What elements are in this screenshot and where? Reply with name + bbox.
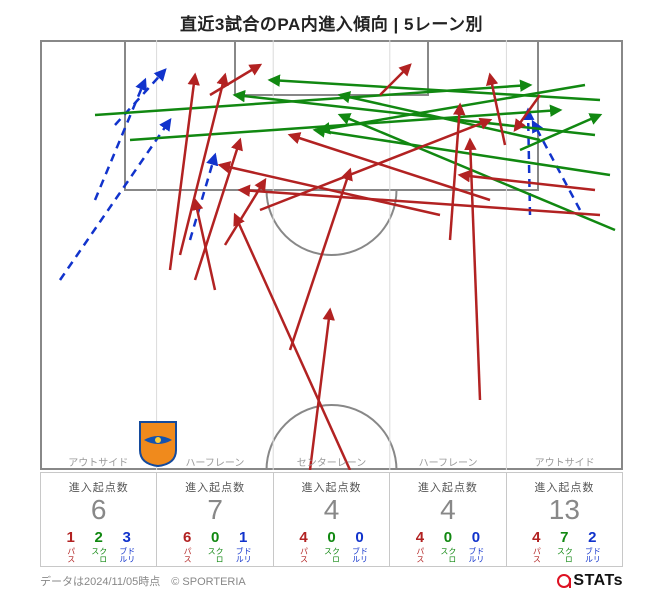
stat-total: 4 (440, 495, 456, 526)
stat-title: 進入起点数 (185, 479, 245, 495)
logo-j-icon (557, 574, 571, 588)
stat-total: 4 (324, 495, 340, 526)
breakdown-label: ドリブル (352, 547, 368, 569)
breakdown-label: パス (183, 547, 191, 569)
breakdown-dribble: 0 ドリブル (350, 530, 370, 569)
lane-label: アウトサイド (506, 454, 623, 472)
chart-title: 直近3試合のPA内進入傾向 | 5レーン別 (0, 10, 663, 35)
stat-breakdown: 6 パス 0 クロス 1 ドリブル (177, 530, 253, 569)
breakdown-label: クロス (91, 547, 107, 569)
breakdown-num: 6 (183, 530, 191, 545)
breakdown-dribble: 1 ドリブル (233, 530, 253, 569)
stat-cell: 進入起点数6 1 パス 2 クロス 3 ドリブル (40, 472, 157, 567)
breakdown-pass: 6 パス (177, 530, 197, 569)
breakdown-label: パス (416, 547, 424, 569)
breakdown-num: 4 (416, 530, 424, 545)
breakdown-num: 2 (588, 530, 596, 545)
breakdown-num: 0 (211, 530, 219, 545)
breakdown-pass: 1 パス (61, 530, 81, 569)
breakdown-cross: 0 クロス (322, 530, 342, 569)
breakdown-num: 1 (239, 530, 247, 545)
stat-cell: 進入起点数44パス0クロス0ドリブル (389, 472, 506, 567)
stat-cell: 進入起点数13 4 パス 7 クロス 2 ドリブル (506, 472, 623, 567)
stat-cell: 進入起点数44パス0クロス0ドリブル (273, 472, 390, 567)
breakdown-num: 0 (327, 530, 335, 545)
stat-breakdown: 1 パス 2 クロス 3 ドリブル (61, 530, 137, 569)
breakdown-num: 1 (67, 530, 75, 545)
stat-title: 進入起点数 (418, 479, 478, 495)
breakdown-dribble: 3 ドリブル (117, 530, 137, 569)
stat-title: 進入起点数 (534, 479, 594, 495)
breakdown-label: ドリブル (235, 547, 251, 569)
lane-label: センターレーン (273, 454, 390, 472)
footer: データは2024/11/05時点 © SPORTERIA STATs (40, 572, 623, 590)
breakdown-label: パス (532, 547, 540, 569)
breakdown-label: クロス (324, 547, 340, 569)
breakdown-num: 0 (472, 530, 480, 545)
breakdown-num: 7 (560, 530, 568, 545)
breakdown-cross: 0 クロス (205, 530, 225, 569)
breakdown-pass: 4 パス (294, 530, 314, 569)
stats-row: 進入起点数61パス2クロス3ドリブル進入起点数76パス0クロス1ドリブル進入起点… (40, 472, 623, 567)
breakdown-cross: 7 クロス (554, 530, 574, 569)
stat-breakdown: 4 パス 7 クロス 2 ドリブル (526, 530, 602, 569)
stats-logo: STATs (557, 572, 623, 590)
breakdown-dribble: 2 ドリブル (582, 530, 602, 569)
breakdown-label: クロス (440, 547, 456, 569)
stat-title: 進入起点数 (302, 479, 362, 495)
pitch-lines (40, 40, 623, 470)
pitch-area (40, 40, 623, 470)
stat-total: 7 (207, 495, 223, 526)
stat-breakdown: 4 パス 0 クロス 0 ドリブル (410, 530, 486, 569)
stat-breakdown: 4 パス 0 クロス 0 ドリブル (294, 530, 370, 569)
stat-total: 13 (549, 495, 580, 526)
breakdown-label: クロス (207, 547, 223, 569)
stat-total: 6 (91, 495, 107, 526)
breakdown-num: 4 (532, 530, 540, 545)
chart-root: 直近3試合のPA内進入傾向 | 5レーン別 アウトサイドハーフレーンセンターレー… (0, 0, 663, 611)
breakdown-num: 3 (123, 530, 131, 545)
breakdown-label: ドリブル (468, 547, 484, 569)
breakdown-pass: 4 パス (410, 530, 430, 569)
lane-label: ハーフレーン (390, 454, 507, 472)
breakdown-label: パス (300, 547, 308, 569)
lane-label: ハーフレーン (157, 454, 274, 472)
stat-title: 進入起点数 (69, 479, 129, 495)
breakdown-cross: 0 クロス (438, 530, 458, 569)
breakdown-num: 0 (355, 530, 363, 545)
breakdown-label: パス (67, 547, 75, 569)
logo-text: STATs (573, 572, 623, 590)
stat-cell: 進入起点数7 6 パス 0 クロス 1 ドリブル (156, 472, 273, 567)
breakdown-num: 0 (444, 530, 452, 545)
lane-labels: アウトサイドハーフレーンセンターレーンハーフレーンアウトサイド (40, 454, 623, 472)
lane-label: アウトサイド (40, 454, 157, 472)
breakdown-label: ドリブル (584, 547, 600, 569)
breakdown-label: ドリブル (119, 547, 135, 569)
breakdown-num: 4 (299, 530, 307, 545)
footer-text: データは2024/11/05時点 © SPORTERIA (40, 573, 246, 589)
breakdown-cross: 2 クロス (89, 530, 109, 569)
breakdown-pass: 4 パス (526, 530, 546, 569)
breakdown-label: クロス (556, 547, 572, 569)
breakdown-num: 2 (95, 530, 103, 545)
breakdown-dribble: 0 ドリブル (466, 530, 486, 569)
